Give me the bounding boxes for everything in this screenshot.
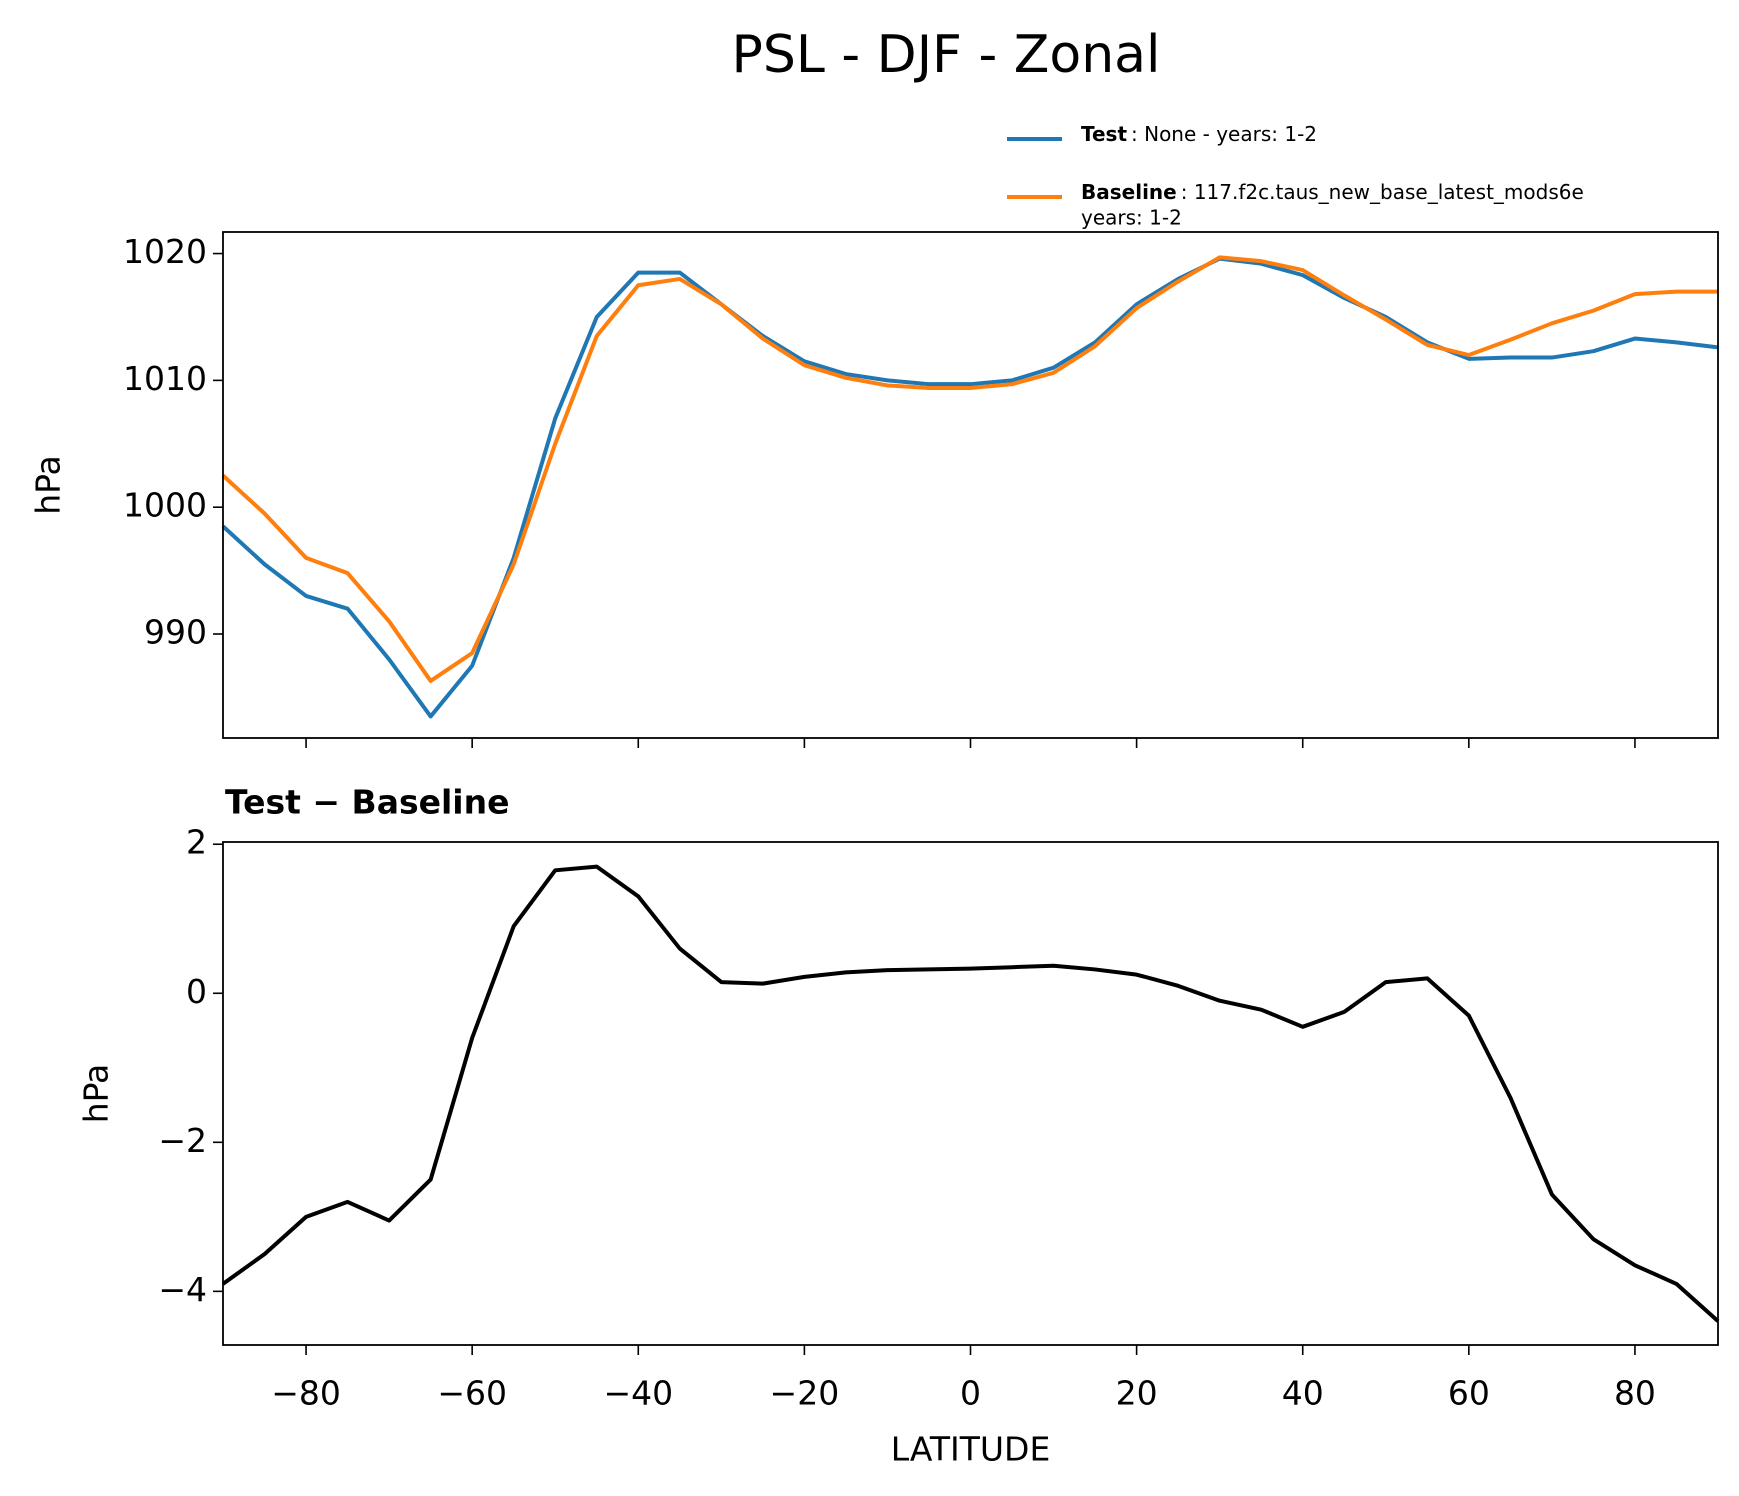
x-tick-label: −60 (437, 1374, 507, 1413)
y-tick-label: 1010 (123, 359, 207, 398)
y-tick-label: −2 (158, 1121, 207, 1160)
series-line (221, 255, 1718, 683)
x-tick-label: 0 (960, 1374, 981, 1413)
legend-description: : 117.f2c.taus_new_base_latest_mods6e (1181, 180, 1584, 204)
plot-frame (222, 841, 1719, 1346)
x-tick-label: 80 (1614, 1374, 1656, 1413)
legend-label: Baseline: 117.f2c.taus_new_base_latest_m… (1081, 180, 1584, 204)
series-line (221, 864, 1720, 1323)
subplot-title: Test − Baseline (225, 783, 510, 822)
x-tick-label: −40 (603, 1374, 673, 1413)
legend-name: Test (1081, 122, 1127, 146)
figure-title: PSL - DJF - Zonal (732, 25, 1161, 85)
y-tick-label: 0 (186, 972, 207, 1011)
y-tick-label: 1000 (123, 486, 207, 525)
x-tick-label: 60 (1448, 1374, 1490, 1413)
x-tick-label: 40 (1282, 1374, 1324, 1413)
y-tick-label: 990 (144, 613, 207, 652)
y-tick-label: 1020 (123, 232, 207, 271)
x-tick-label: −80 (271, 1374, 341, 1413)
series-line (221, 256, 1719, 719)
x-tick-label: −20 (770, 1374, 840, 1413)
legend-name: Baseline (1081, 180, 1177, 204)
legend-description: years: 1-2 (1081, 206, 1182, 230)
x-axis-label: LATITUDE (891, 1430, 1051, 1469)
y-tick-label: −4 (158, 1270, 207, 1309)
y-axis-label: hPa (77, 1064, 116, 1124)
y-axis-label: hPa (29, 455, 68, 515)
legend-label: Test: None - years: 1-2 (1081, 122, 1317, 146)
legend-description: : None - years: 1-2 (1131, 122, 1317, 146)
y-tick-label: 2 (186, 823, 207, 862)
plot-frame (222, 231, 1719, 739)
x-tick-label: 20 (1116, 1374, 1158, 1413)
